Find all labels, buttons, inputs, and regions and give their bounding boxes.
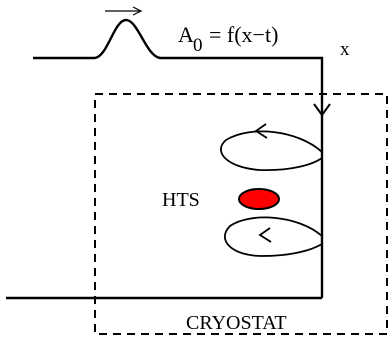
pulse-amplitude-subscript: 0 — [193, 35, 203, 56]
upper-line-with-pulse — [33, 18, 324, 298]
propagation-arrow — [105, 6, 143, 16]
lower-current-loop — [224, 216, 323, 257]
hts-sample — [238, 188, 280, 210]
pulse-function-label: = f(x−t) — [209, 22, 278, 47]
cryostat-boundary — [94, 93, 388, 335]
cryostat-label: CRYOSTAT — [186, 312, 287, 334]
upper-current-loop — [220, 123, 323, 171]
hts-label: HTS — [162, 189, 200, 211]
downward-arrow — [313, 103, 331, 117]
pulse-amplitude-label: A — [178, 22, 194, 47]
x-axis-label: x — [340, 39, 350, 60]
